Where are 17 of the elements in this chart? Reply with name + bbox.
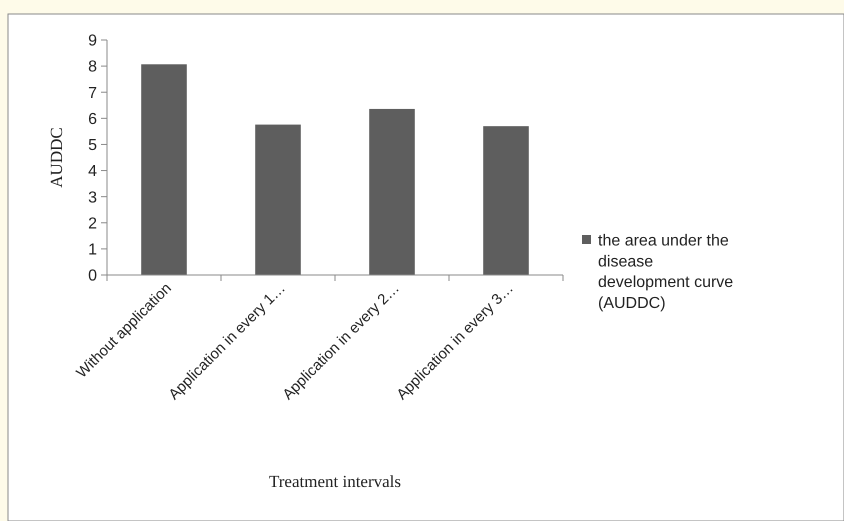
bar: [483, 126, 529, 275]
y-tick-label: 3: [88, 189, 98, 206]
y-tick-label: 1: [88, 241, 98, 258]
y-tick-label: 4: [88, 163, 98, 180]
legend-label: the area under the disease development curve (AUDDC): [598, 232, 734, 312]
y-tick-label: 2: [88, 215, 98, 232]
bar: [141, 64, 187, 275]
bar: [255, 124, 301, 275]
bar: [369, 108, 415, 275]
y-tick-label: 9: [88, 32, 98, 50]
y-tick-label: 0: [88, 268, 98, 285]
y-tick-label: 8: [88, 58, 98, 76]
x-axis-title: Treatment intervals: [268, 472, 402, 491]
y-tick-label: 5: [88, 137, 98, 154]
y-tick-label: 6: [88, 110, 98, 128]
y-axis-title: AUDDC: [47, 127, 66, 188]
y-tick-label: 7: [88, 84, 98, 102]
